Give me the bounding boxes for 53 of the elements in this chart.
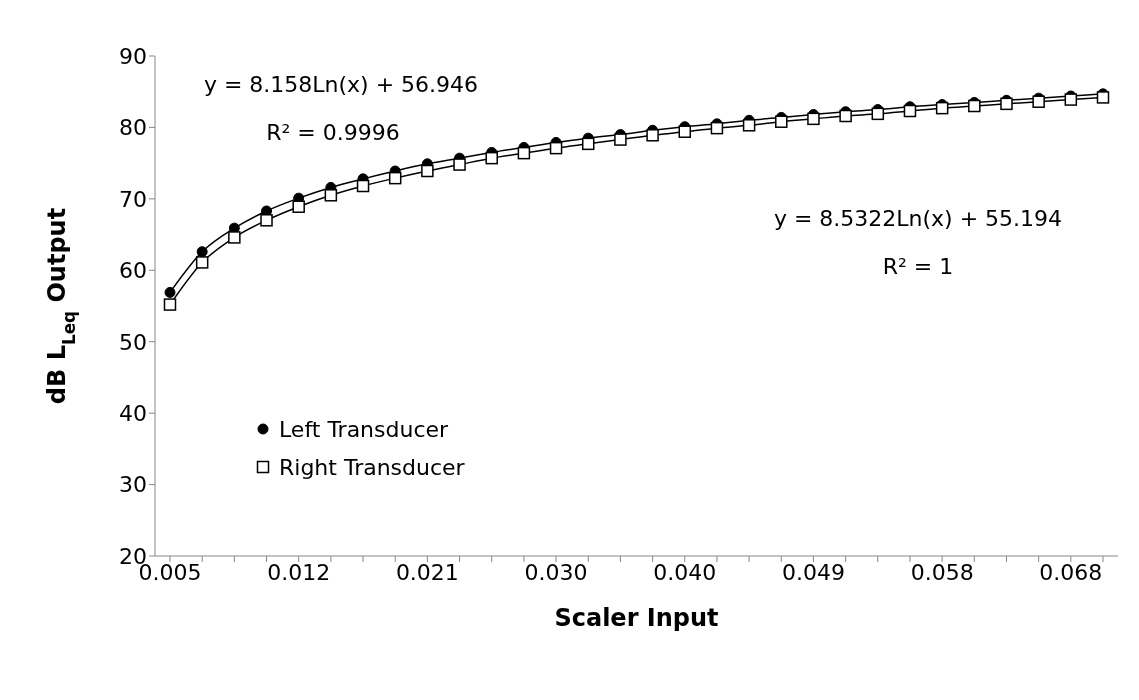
point [517,146,531,160]
y-tick-label: 80 [119,115,147,141]
point [195,256,209,269]
y-tick-label: 40 [119,400,147,426]
point [871,107,885,121]
point [903,104,917,118]
point [807,112,820,126]
y-tick-label: 30 [119,472,147,498]
point [228,231,241,244]
annotation: R² = 0.9996 [266,120,400,145]
y-tick-label: 50 [119,329,147,355]
annotation: y = 8.5322Ln(x) + 55.194 [773,206,1063,231]
point [164,286,176,298]
point [581,137,595,151]
point [614,133,627,146]
point [646,129,659,142]
point [356,179,370,193]
point [485,151,498,165]
point [163,298,177,311]
point [324,189,338,202]
point [1032,95,1045,108]
x-tick-label: 0.049 [781,559,845,585]
legend-label: Left Transducer [279,416,449,442]
x-tick-label: 0.040 [653,559,717,585]
x-axis-title: Scaler Input [554,604,719,632]
point [549,141,563,155]
x-tick-label: 0.021 [395,559,459,585]
y-tick-label: 60 [119,258,147,284]
point [775,115,788,128]
point [935,101,949,115]
point [421,164,434,178]
x-tick-label: 0.058 [910,559,974,585]
point [453,158,466,171]
point [678,125,692,138]
x-tick-label: 0.068 [1039,559,1103,585]
x-tick-label: 0.030 [524,559,588,585]
point [742,119,756,132]
point [196,246,208,258]
point [710,121,724,135]
point [388,171,402,185]
point [1064,93,1078,106]
point [839,109,852,123]
point [260,214,273,227]
point [1096,91,1110,104]
point [292,200,305,213]
legend-label: Right Transducer [279,454,465,480]
point [968,99,981,113]
y-tick-label: 70 [119,186,147,212]
annotation: R² = 1 [882,254,954,279]
y-tick-label: 90 [119,43,147,69]
annotation: y = 8.158Ln(x) + 56.946 [203,72,479,97]
point [1000,97,1013,111]
x-tick-label: 0.012 [267,559,331,585]
